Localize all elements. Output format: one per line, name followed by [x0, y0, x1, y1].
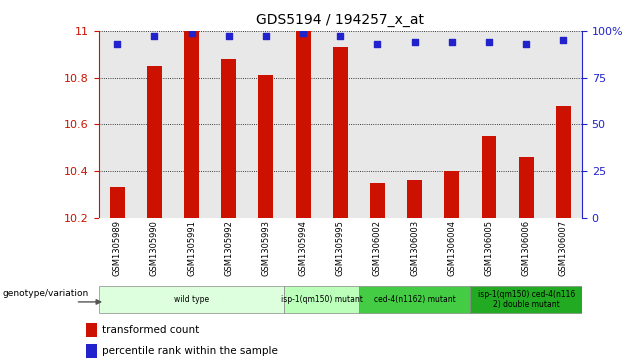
Text: ced-4(n1162) mutant: ced-4(n1162) mutant — [374, 295, 455, 304]
Bar — [370, 183, 385, 218]
Point — [112, 41, 122, 47]
Point — [298, 30, 308, 36]
Text: GSM1305990: GSM1305990 — [150, 220, 159, 276]
Text: GSM1305992: GSM1305992 — [225, 220, 233, 276]
Point — [224, 33, 234, 39]
FancyBboxPatch shape — [99, 286, 284, 313]
Text: GSM1306002: GSM1306002 — [373, 220, 382, 276]
Text: transformed count: transformed count — [102, 325, 199, 335]
Text: GSM1305994: GSM1305994 — [298, 220, 308, 276]
Bar — [221, 59, 236, 218]
Bar — [519, 157, 534, 218]
Bar — [147, 66, 162, 218]
Text: GSM1305989: GSM1305989 — [113, 220, 121, 276]
Bar — [445, 171, 459, 218]
Text: GSM1305993: GSM1305993 — [261, 220, 270, 276]
Point — [558, 37, 569, 43]
Text: GSM1306006: GSM1306006 — [522, 220, 530, 276]
Point — [484, 39, 494, 45]
Text: wild type: wild type — [174, 295, 209, 304]
Bar — [86, 344, 97, 358]
Point — [521, 41, 531, 47]
Text: isp-1(qm150) ced-4(n116
2) double mutant: isp-1(qm150) ced-4(n116 2) double mutant — [478, 290, 575, 309]
Bar — [296, 31, 310, 218]
Bar — [481, 136, 497, 218]
Text: GSM1306003: GSM1306003 — [410, 220, 419, 276]
Bar — [110, 187, 125, 218]
Bar — [333, 47, 348, 218]
Point — [446, 39, 457, 45]
Text: isp-1(qm150) mutant: isp-1(qm150) mutant — [280, 295, 363, 304]
Text: genotype/variation: genotype/variation — [2, 289, 88, 298]
Bar — [86, 323, 97, 337]
Bar — [407, 180, 422, 218]
Point — [149, 33, 160, 39]
Bar — [184, 31, 199, 218]
Text: GSM1306005: GSM1306005 — [485, 220, 494, 276]
FancyBboxPatch shape — [284, 286, 359, 313]
Bar — [556, 106, 570, 218]
Text: GSM1306004: GSM1306004 — [447, 220, 456, 276]
FancyBboxPatch shape — [471, 286, 582, 313]
Text: GSM1305995: GSM1305995 — [336, 220, 345, 276]
Text: GSM1306007: GSM1306007 — [559, 220, 568, 276]
Point — [372, 41, 382, 47]
Point — [186, 30, 197, 36]
Text: GSM1305991: GSM1305991 — [187, 220, 196, 276]
Point — [410, 39, 420, 45]
Text: percentile rank within the sample: percentile rank within the sample — [102, 346, 278, 356]
Point — [335, 33, 345, 39]
Title: GDS5194 / 194257_x_at: GDS5194 / 194257_x_at — [256, 13, 424, 27]
Point — [261, 33, 271, 39]
FancyBboxPatch shape — [359, 286, 471, 313]
Bar — [258, 75, 273, 218]
